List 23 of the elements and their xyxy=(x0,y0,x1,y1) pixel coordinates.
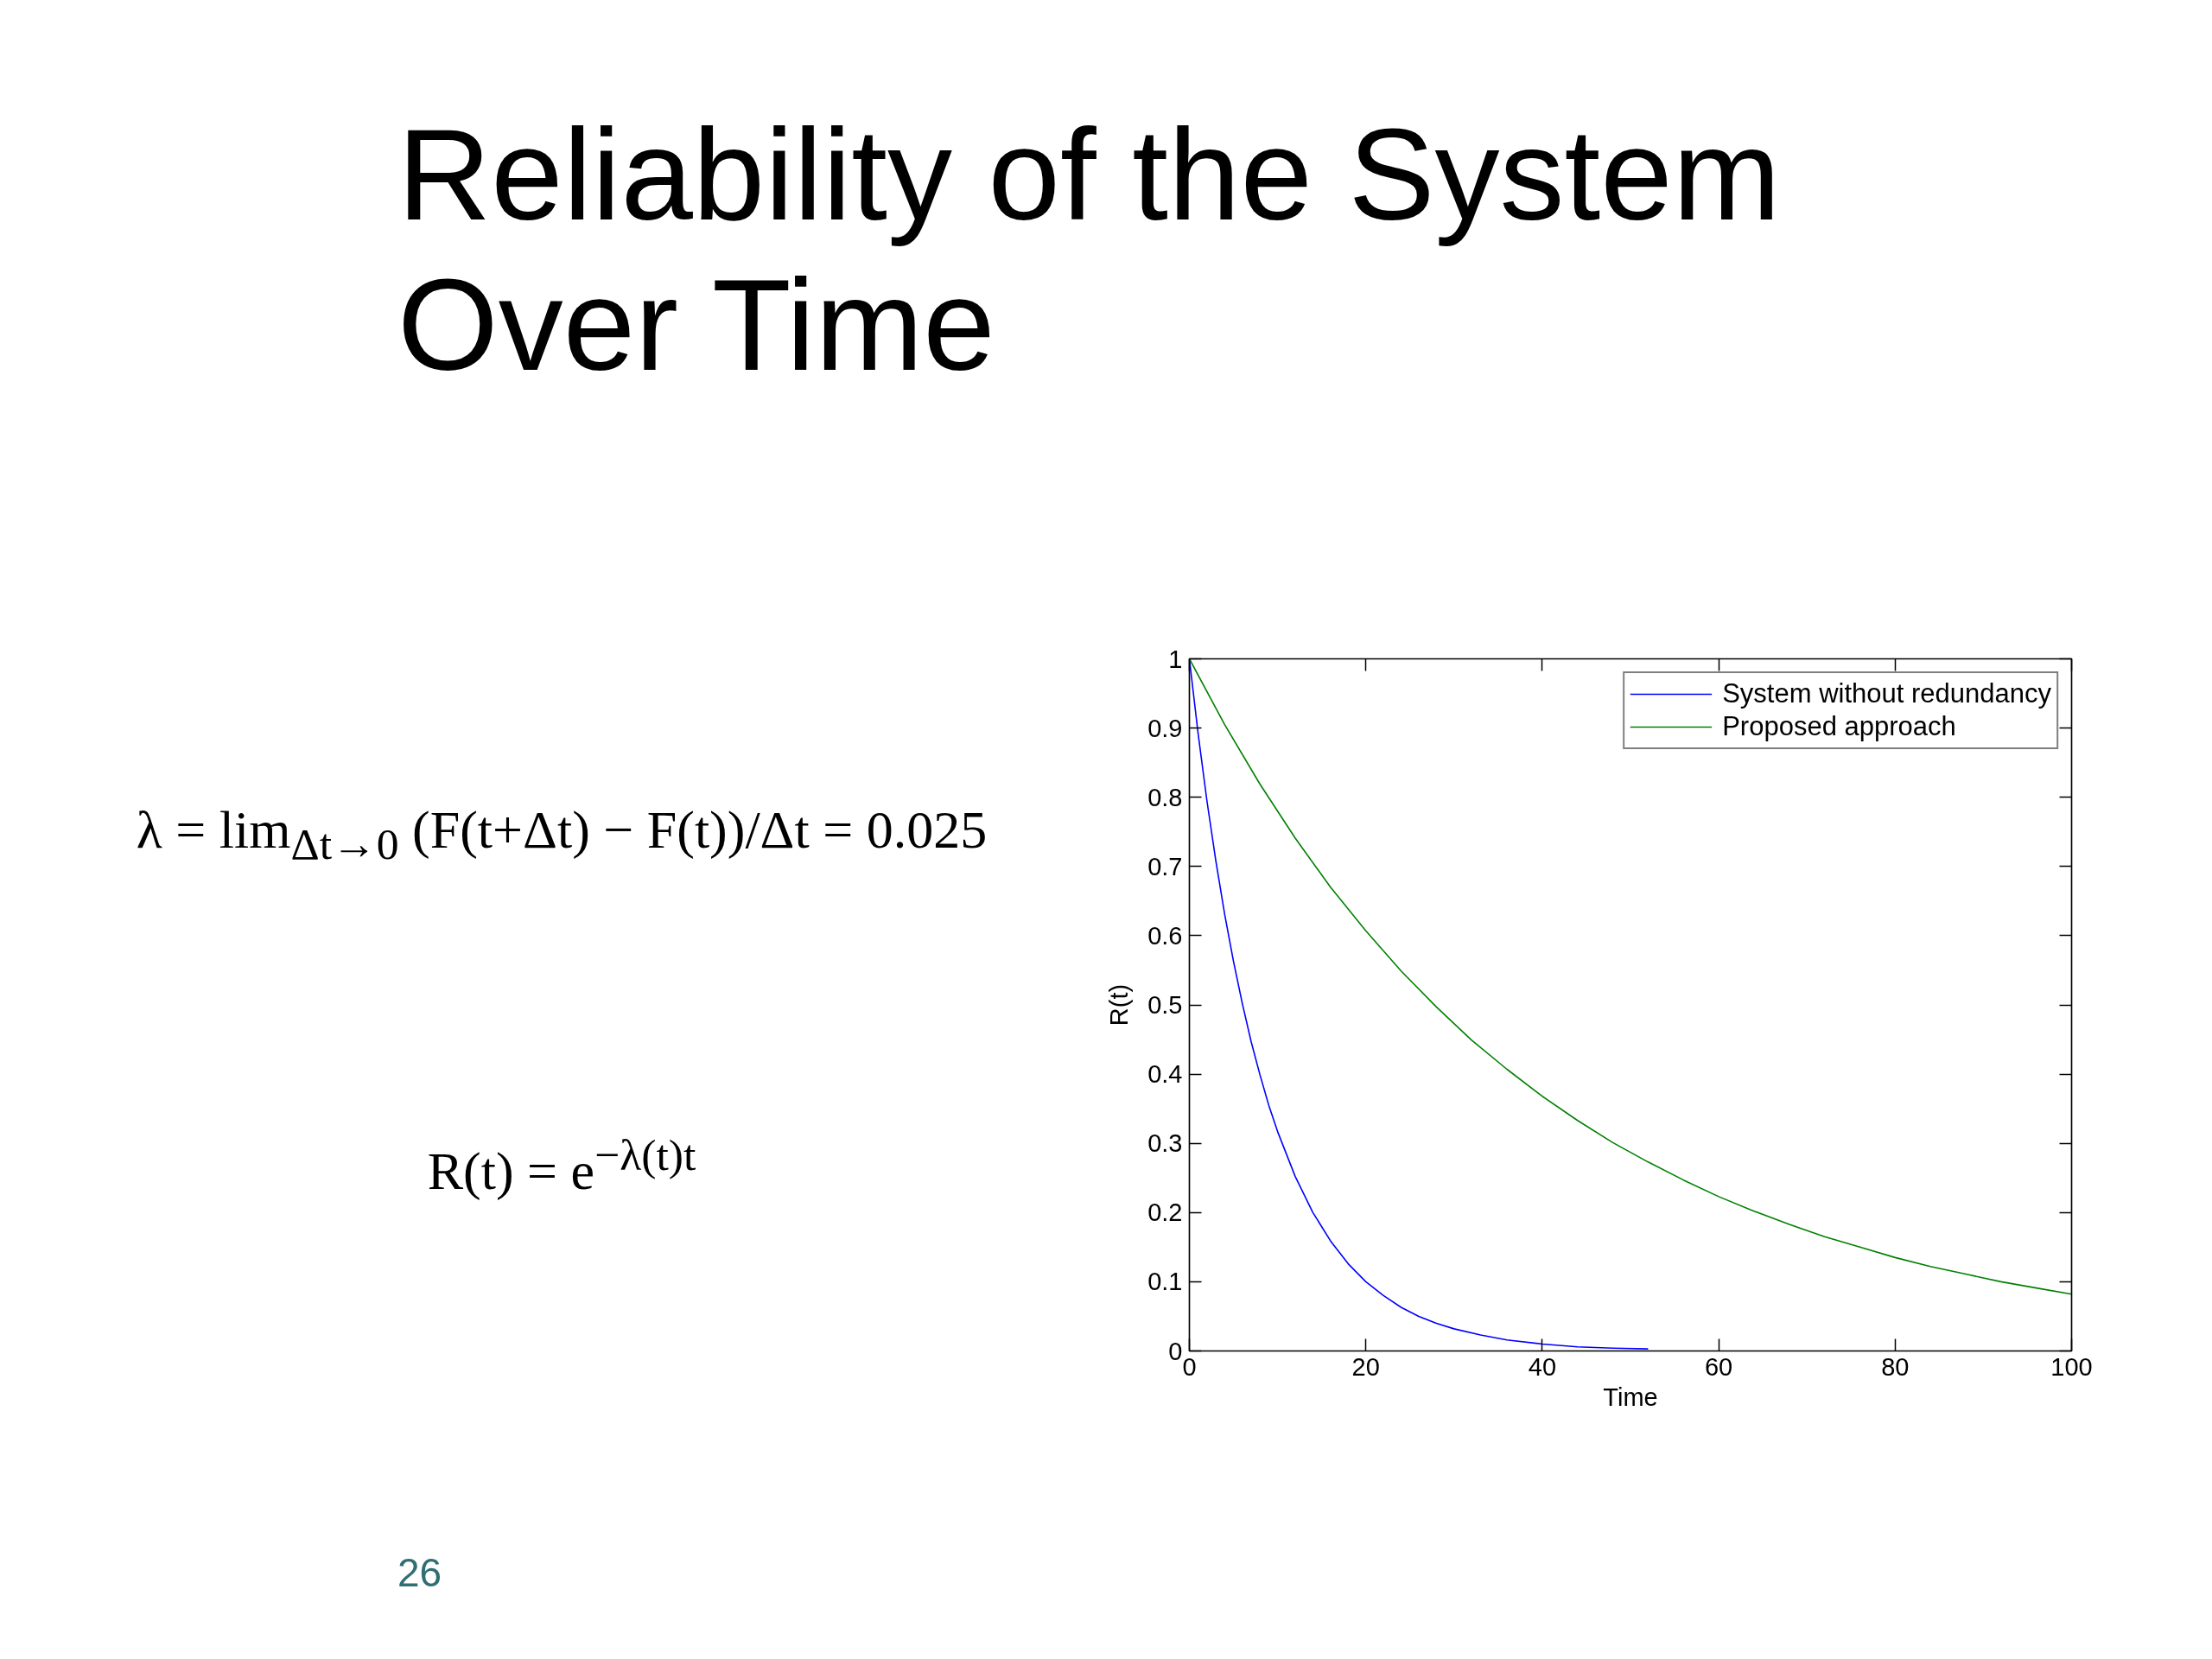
y-tick-label: 0.1 xyxy=(1147,1268,1183,1296)
chart-title: Reliability of the System Over Time xyxy=(397,101,1782,399)
x-tick-label: 40 xyxy=(1528,1352,1557,1381)
x-axis-title: Time xyxy=(1603,1382,1658,1411)
y-tick-label: 0.9 xyxy=(1147,714,1183,742)
x-tick-label: 80 xyxy=(1881,1352,1910,1381)
y-tick-label: 0.5 xyxy=(1147,991,1183,1019)
text: λ = lim$_{Δt→0}$ (F(t+Δt) − F(t))/Δt = 0.025 xyxy=(135,799,988,871)
y-tick-label: 0.4 xyxy=(1147,1060,1183,1089)
x-tick-label: 20 xyxy=(1351,1352,1380,1381)
y-axis-title: R(t) xyxy=(1105,983,1134,1027)
y-tick-label: 0.2 xyxy=(1147,1198,1183,1227)
legend-label: Proposed approach xyxy=(1722,711,1956,742)
x-tick-label: 60 xyxy=(1704,1352,1733,1381)
y-tick-label: 0.3 xyxy=(1147,1129,1183,1158)
legend-label: System without redundancy xyxy=(1722,678,2051,709)
text: 26 xyxy=(397,1549,442,1597)
y-tick-label: 0.6 xyxy=(1147,921,1183,950)
y-tick-label: 0.8 xyxy=(1147,783,1183,811)
text: R(t) = e$^{−λ(t)t}$ xyxy=(426,1129,697,1203)
y-tick-label: 1 xyxy=(1168,645,1183,673)
x-tick-label: 100 xyxy=(2050,1352,2093,1381)
y-tick-label: 0.7 xyxy=(1147,852,1183,880)
